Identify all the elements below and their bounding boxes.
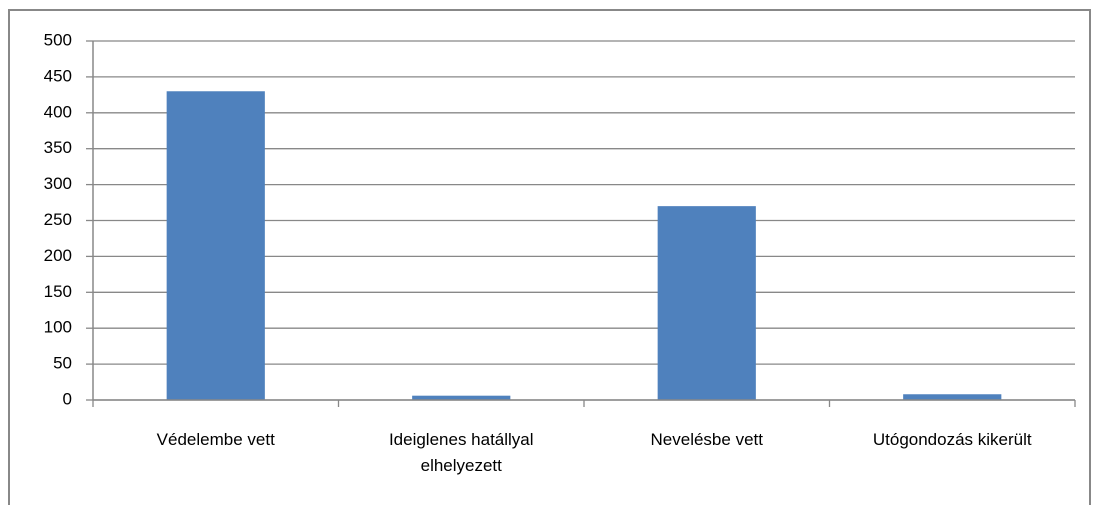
y-tick-label: 0 [63, 389, 72, 408]
y-tick-label: 50 [53, 354, 72, 373]
bar [412, 395, 511, 400]
y-tick-label: 350 [44, 138, 72, 157]
y-tick-label: 150 [44, 282, 72, 301]
x-tick-label: Védelembe vett [156, 430, 275, 449]
x-tick-label: Utógondozás kikerült [872, 430, 1032, 449]
y-tick-label: 200 [44, 246, 72, 265]
y-tick-label: 100 [44, 318, 72, 337]
y-tick-label: 400 [44, 102, 72, 121]
y-tick-label: 450 [44, 66, 72, 85]
y-tick-label: 500 [44, 30, 72, 49]
bar [657, 206, 756, 400]
bar [166, 91, 265, 400]
y-tick-label: 300 [44, 174, 72, 193]
x-tick-label: Ideiglenes hatállyal elhelyezett [388, 430, 534, 475]
chart-frame [8, 9, 1091, 505]
bar [903, 394, 1002, 400]
x-tick-label: Nevelésbe vett [650, 430, 763, 449]
y-tick-label: 250 [44, 210, 72, 229]
